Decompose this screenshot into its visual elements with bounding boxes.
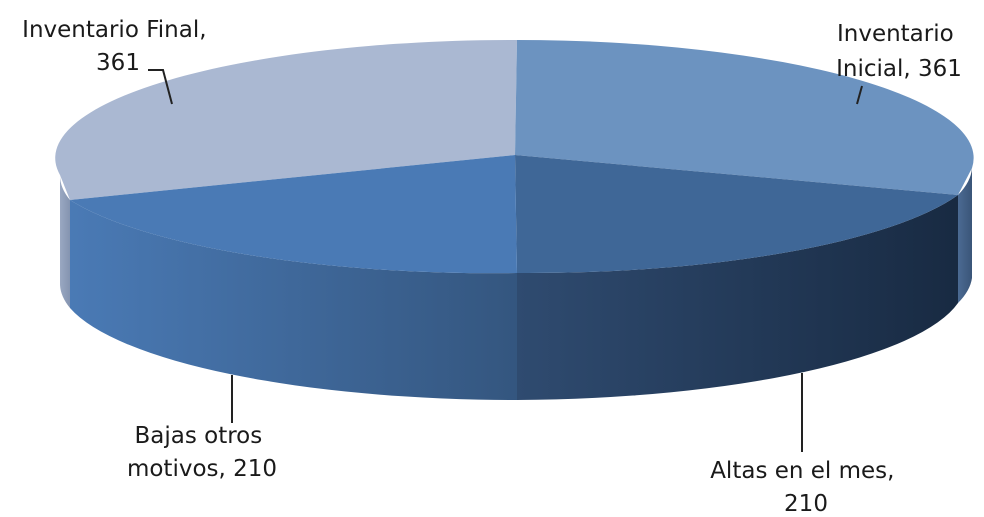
slice-top-bajas bbox=[70, 155, 517, 274]
slice-top-inventario-final bbox=[55, 39, 518, 200]
slice-side-inventario-final bbox=[59, 175, 70, 308]
leader-line-inventario-inicial bbox=[856, 85, 863, 105]
data-label-bajas: Bajas otros motivos, 210 bbox=[127, 423, 277, 482]
data-label-altas: Altas en el mes, 210 bbox=[710, 458, 902, 517]
slice-side-bajas bbox=[70, 200, 517, 401]
slice-top-inventario-inicial bbox=[515, 40, 974, 195]
slice-side-inventario-inicial bbox=[958, 168, 972, 303]
slice-side-altas bbox=[517, 195, 958, 400]
data-label-inventario-inicial: Inventario Inicial, 361 bbox=[836, 21, 962, 82]
slice-top-altas bbox=[515, 155, 958, 274]
data-label-inventario-final: Inventario Final, 361 bbox=[22, 17, 214, 76]
leader-line-inventario-final bbox=[148, 69, 173, 105]
